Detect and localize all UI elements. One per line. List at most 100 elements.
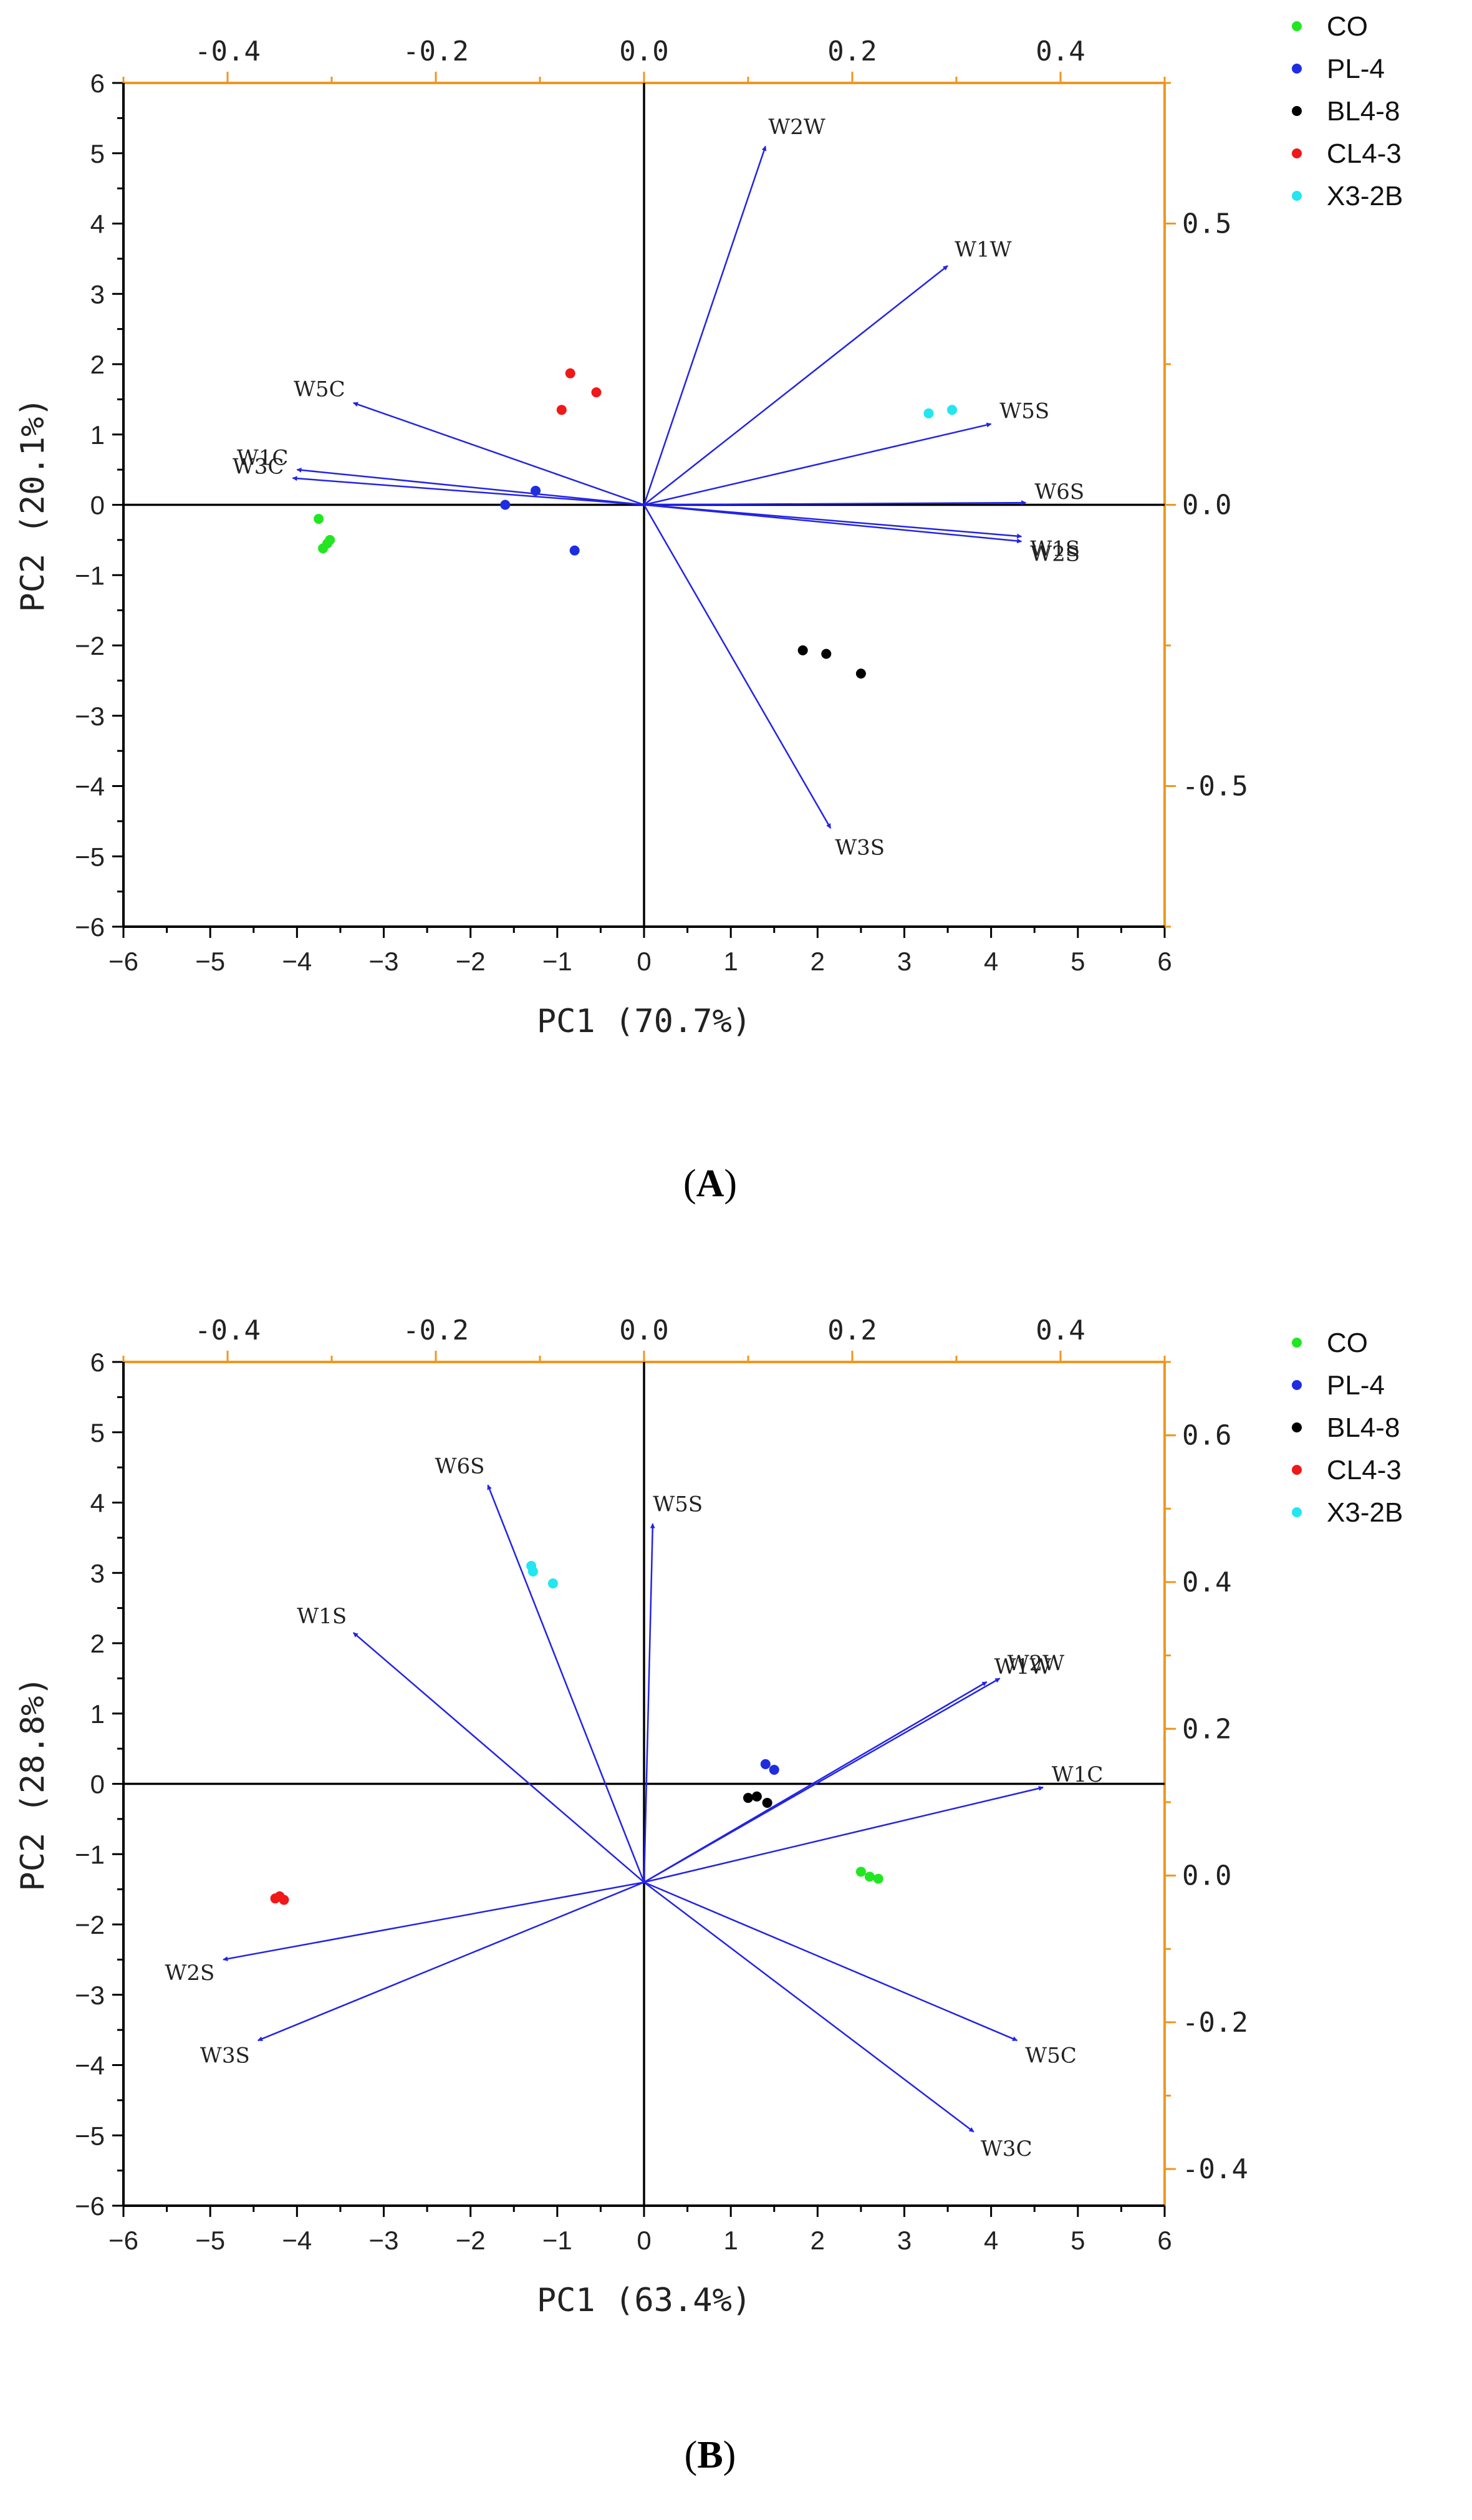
loading-arrow-w2w	[643, 145, 767, 505]
secondary-y-tick-label: 0.2	[1182, 1713, 1231, 1745]
x-tick-label: 5	[1070, 2226, 1085, 2255]
x-tick-label: 6	[1157, 2226, 1171, 2255]
loading-label-w1c: W1C	[1052, 1762, 1104, 1787]
point-pl-4	[760, 1759, 771, 1769]
loading-label-w1s: W1S	[1030, 536, 1080, 561]
y-tick-label: 5	[90, 1418, 105, 1447]
x-tick-label: 2	[811, 2226, 825, 2255]
legend-label-cl4-3: CL4-3	[1327, 138, 1402, 169]
loading-label-w3s: W3S	[835, 835, 885, 860]
x-tick-label: −1	[542, 947, 572, 976]
x-tick-label: −3	[369, 947, 399, 976]
legend: CO PL-4 BL4-8 CL4-3 X3-2B	[1292, 11, 1403, 211]
loading-arrow-w5c	[353, 402, 645, 506]
point-pl-4	[531, 485, 541, 496]
y-tick-label: −5	[75, 842, 105, 871]
y-tick-label: −6	[75, 2191, 105, 2221]
secondary-y-tick-label: -0.2	[1182, 2007, 1248, 2039]
point-bl4-8	[762, 1797, 772, 1808]
y-tick-label: 4	[90, 1489, 105, 1518]
point-x3-2b	[923, 408, 934, 418]
x-tick-label: 0	[637, 2226, 651, 2255]
point-cl4-3	[270, 1893, 281, 1904]
loading-arrow-w5c	[643, 1881, 1018, 2042]
point-co	[855, 1866, 866, 1877]
loading-label-w1w: W1W	[955, 237, 1012, 262]
y-tick-label: −3	[75, 702, 105, 731]
point-bl4-8	[855, 669, 866, 679]
point-x3-2b	[947, 405, 958, 415]
secondary-x-tick-label: 0.4	[1036, 1315, 1085, 1346]
loading-label-w2w: W2W	[768, 115, 825, 140]
loading-label-w6s: W6S	[435, 1454, 485, 1479]
loading-arrow-w1c	[296, 467, 645, 506]
legend-marker-bl4-8	[1292, 106, 1302, 116]
loading-label-w3s: W3S	[200, 2043, 250, 2068]
loading-arrow-w3s	[643, 504, 832, 829]
point-co	[864, 1871, 875, 1882]
loading-arrow-w6s	[487, 1484, 645, 1883]
secondary-x-tick-label: 0.2	[827, 36, 877, 67]
loading-label-w2s: W2S	[165, 1961, 214, 1986]
y-tick-label: 5	[90, 139, 105, 168]
secondary-x-tick-label: -0.4	[195, 1315, 261, 1346]
loading-arrow-w1s	[643, 504, 1022, 539]
point-pl-4	[500, 500, 511, 510]
loading-label-w5s: W5S	[653, 1492, 703, 1517]
loading-arrow-w5s	[643, 1523, 655, 1883]
secondary-y-tick-label: 0.0	[1182, 490, 1231, 521]
chart-a: −6 −5 −4 −3 −2 −1 0 1 2 3 4 5 6 −6 −5 −4 −3 −2 −1 0 1 2 3 4 5 6 -0…	[14, 11, 1403, 1205]
point-pl-4	[769, 1764, 779, 1775]
loading-label-w5c: W5C	[1025, 2044, 1077, 2069]
secondary-y-tick-label: -0.4	[1182, 2153, 1248, 2185]
y-tick-label: 1	[90, 420, 105, 450]
y-tick-label: 0	[90, 1770, 105, 1799]
secondary-x-tick-label: -0.2	[403, 1315, 469, 1346]
secondary-x-tick-label: 0.0	[619, 36, 668, 67]
legend-label-x3-2b: X3-2B	[1327, 181, 1403, 211]
panel-label: (A)	[683, 1162, 737, 1205]
legend-marker-co	[1292, 21, 1302, 31]
loading-label-w6s: W6S	[1034, 480, 1084, 504]
legend-marker-x3-2b	[1292, 191, 1302, 201]
legend-marker-pl-4	[1292, 1380, 1302, 1390]
point-bl4-8	[743, 1793, 753, 1803]
loading-arrow-w1s	[352, 1632, 645, 1883]
secondary-x-tick-label: 0.0	[619, 1315, 668, 1346]
secondary-y-tick-label: 0.5	[1182, 208, 1231, 240]
loading-label-w5c: W5C	[294, 377, 345, 402]
secondary-y-tick-label: 0.4	[1182, 1567, 1231, 1598]
y-tick-label: −2	[75, 1910, 105, 1939]
x-tick-label: −2	[456, 947, 486, 976]
y-tick-label: 2	[90, 350, 105, 379]
y-axis-title: PC2 (28.8%)	[14, 1676, 52, 1891]
legend-label-pl-4: PL-4	[1327, 1370, 1385, 1401]
point-bl4-8	[821, 649, 832, 659]
point-bl4-8	[751, 1791, 762, 1802]
y-tick-label: −4	[75, 772, 105, 801]
loading-label-w1s: W1S	[297, 1604, 347, 1629]
y-tick-label: 6	[90, 69, 105, 98]
legend-label-bl4-8: BL4-8	[1327, 96, 1400, 127]
loading-arrow-w3s	[257, 1881, 645, 2042]
point-co	[873, 1873, 883, 1884]
point-cl4-3	[556, 405, 567, 415]
x-tick-label: 4	[984, 947, 998, 976]
x-tick-label: −1	[542, 2226, 572, 2255]
y-tick-label: 2	[90, 1629, 105, 1658]
loading-arrow-w2w	[643, 1678, 1001, 1883]
loading-label-w1c: W1C	[237, 446, 289, 471]
y-tick-label: −6	[75, 912, 105, 942]
x-tick-label: −6	[108, 2226, 138, 2255]
x-tick-label: −5	[195, 2226, 225, 2255]
loading-arrow-w1w	[643, 265, 948, 506]
secondary-x-tick-label: -0.4	[195, 36, 261, 67]
x-tick-label: 3	[897, 2226, 912, 2255]
x-tick-label: −4	[282, 947, 312, 976]
point-bl4-8	[797, 645, 808, 655]
legend-marker-pl-4	[1292, 64, 1302, 74]
loading-label-w1w: W1W	[994, 1654, 1052, 1679]
legend-marker-co	[1292, 1338, 1302, 1348]
legend-label-co: CO	[1327, 1328, 1368, 1358]
